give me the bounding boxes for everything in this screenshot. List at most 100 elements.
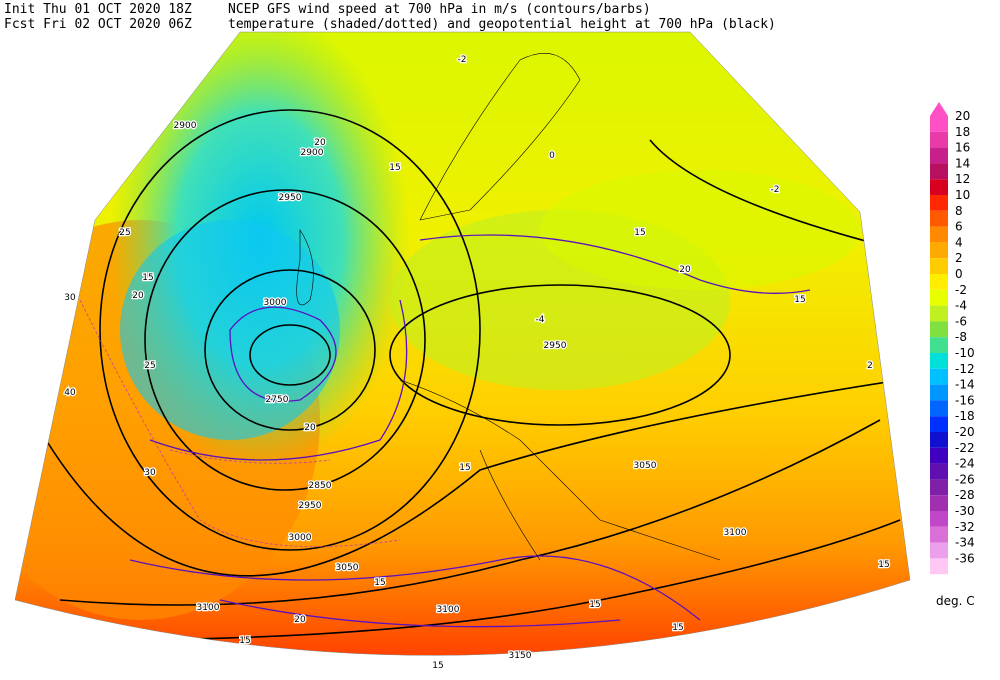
contour-label: 2	[867, 361, 873, 371]
contour-label: 3150	[509, 651, 532, 661]
contour-label: 0	[549, 151, 555, 161]
legend-swatch	[930, 463, 948, 480]
contour-label: 20	[679, 265, 691, 275]
contour-label: 3100	[437, 605, 460, 615]
title-line: temperature (shaded/dotted) and geopoten…	[228, 17, 776, 32]
legend-swatch	[930, 179, 948, 195]
legend-label: 18	[955, 125, 970, 139]
legend-label: 4	[955, 235, 963, 249]
legend-label: -8	[955, 330, 967, 344]
legend-label: 20	[955, 109, 970, 123]
contour-label: 20	[304, 423, 316, 433]
legend-label: -24	[955, 457, 975, 471]
legend-swatch	[930, 226, 948, 243]
legend-swatch	[930, 511, 948, 527]
contour-label: 15	[374, 578, 385, 588]
contour-label: 3100	[724, 528, 747, 538]
legend-swatch	[930, 337, 948, 353]
legend-swatch	[930, 321, 948, 338]
contour-label: 2950	[299, 501, 322, 511]
legend-swatch	[930, 479, 948, 496]
contour-label: 3000	[289, 533, 312, 543]
legend-label: -32	[955, 520, 975, 534]
contour-label: 15	[672, 623, 683, 633]
legend-label: 6	[955, 220, 963, 234]
legend-label: 10	[955, 188, 970, 202]
contour-label: 15	[589, 600, 600, 610]
contour-label: 15	[239, 636, 250, 646]
legend-swatch	[930, 432, 948, 448]
legend-swatch	[930, 147, 948, 164]
legend-label: -36	[955, 551, 975, 565]
legend-label: -18	[955, 409, 975, 423]
contour-label: 3000	[264, 298, 287, 308]
contour-label: 2900	[301, 148, 324, 158]
contour-label: 3050	[336, 563, 359, 573]
legend-swatch	[930, 274, 948, 290]
contour-label: 15	[459, 463, 470, 473]
legend-label: -22	[955, 441, 975, 455]
legend-swatch	[930, 368, 948, 385]
contour-label: 2950	[279, 193, 302, 203]
legend-swatch	[930, 131, 948, 148]
legend-swatch	[930, 353, 948, 369]
legend-swatch	[930, 384, 948, 401]
contour-label: 30	[64, 293, 76, 303]
contour-label: 25	[119, 228, 130, 238]
contour-label: 2900	[174, 121, 197, 131]
legend-label: -16	[955, 393, 975, 407]
contour-label: 20	[314, 138, 326, 148]
contour-label: 3100	[197, 603, 220, 613]
contour-label: 15	[634, 228, 645, 238]
legend-swatch	[930, 558, 948, 575]
contour-label: 30	[144, 468, 156, 478]
legend-swatch	[930, 242, 948, 259]
legend-label: -34	[955, 536, 975, 550]
contour-label: 15	[878, 560, 889, 570]
contour-label: -2	[458, 55, 467, 65]
legend-swatch	[930, 305, 948, 322]
contour-label: 2750	[266, 395, 289, 405]
contour-label: 25	[144, 361, 155, 371]
contour-label: -2	[771, 185, 780, 195]
legend-label: -14	[955, 378, 975, 392]
legend-label: -2	[955, 283, 967, 297]
contour-label: -4	[536, 315, 545, 325]
init-time: Init Thu 01 OCT 2020 18Z	[4, 2, 192, 17]
contour-label: 40	[64, 388, 76, 398]
temperature-contours	[79, 299, 401, 548]
contour-label: 3050	[634, 461, 657, 471]
legend-arrow	[930, 102, 948, 116]
legend-label: -6	[955, 314, 967, 328]
contour-label: 15	[794, 295, 805, 305]
contour-label: 20	[132, 291, 144, 301]
legend-label: 2	[955, 251, 963, 265]
legend-swatch	[930, 400, 948, 417]
legend-label: 12	[955, 172, 970, 186]
title-line: NCEP GFS wind speed at 700 hPa in m/s (c…	[228, 2, 651, 17]
legend-label: -28	[955, 488, 975, 502]
legend-label: -20	[955, 425, 975, 439]
coastlines	[296, 53, 721, 561]
contour-label: 15	[142, 273, 153, 283]
contour-label: 2950	[544, 341, 567, 351]
contour-label: 20	[294, 615, 306, 625]
map-border	[14, 31, 911, 656]
legend-swatch	[930, 542, 948, 559]
legend-unit: deg. C	[936, 594, 975, 608]
wind-contours	[129, 234, 811, 628]
legend-label: -26	[955, 472, 975, 486]
legend-label: 16	[955, 141, 970, 155]
legend-label: 8	[955, 204, 963, 218]
legend-swatch	[930, 289, 948, 306]
legend-label: -10	[955, 346, 975, 360]
forecast-time: Fcst Fri 02 OCT 2020 06Z	[4, 17, 192, 32]
legend-label: 0	[955, 267, 963, 281]
legend-swatch	[930, 163, 948, 180]
legend-swatch	[930, 447, 948, 464]
contour-label: 15	[389, 163, 400, 173]
contour-label: 2850	[309, 481, 332, 491]
